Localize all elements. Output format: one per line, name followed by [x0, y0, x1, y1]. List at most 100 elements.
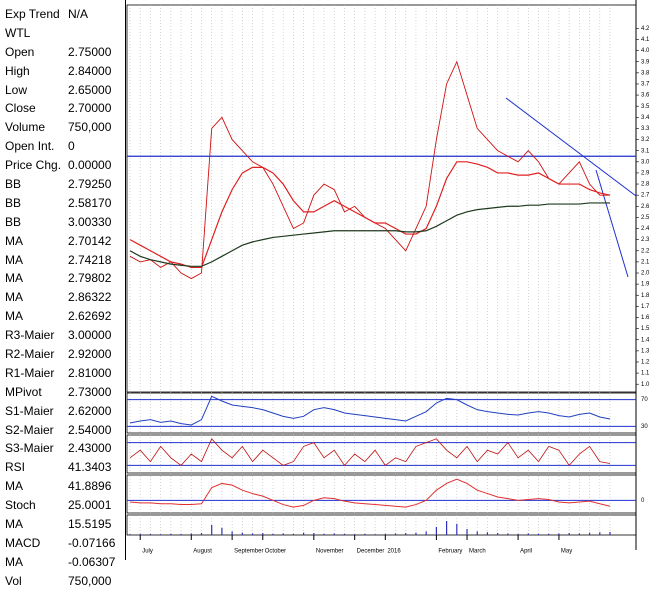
y-tick-label: 3.0 — [641, 159, 650, 165]
y-tick-label: 3.3 — [641, 126, 650, 132]
info-row: Vol 750,000 — [0, 572, 125, 591]
info-label: S3-Maier — [5, 441, 54, 456]
price-line — [129, 161, 611, 269]
info-value: -0.06307 — [68, 554, 116, 569]
panel-frame — [126, 392, 637, 434]
y-tick-label: 3.2 — [641, 137, 650, 143]
y-tick-label: 1.3 — [641, 348, 650, 354]
volume-bar — [292, 533, 295, 535]
info-label: Open — [5, 44, 35, 59]
info-value: 15.5195 — [68, 517, 112, 532]
y-tick-label: 4.0 — [641, 48, 650, 54]
info-row: BB 2.79250 — [0, 175, 125, 194]
info-row: Close 2.70000 — [0, 99, 125, 118]
y-tick-label: 2.0 — [641, 271, 650, 277]
y-tick-label: 2.7 — [641, 193, 650, 199]
volume-bar — [425, 531, 427, 535]
info-row: Stoch 25.0001 — [0, 496, 125, 515]
info-value: 2.74218 — [68, 252, 112, 267]
info-row: MA 2.86322 — [0, 288, 125, 307]
info-row: Volume 750,000 — [0, 118, 125, 137]
volume-bar — [415, 532, 417, 535]
x-tick-label: December — [357, 549, 385, 555]
info-value: 2.92000 — [68, 347, 112, 362]
info-row: S1-Maier 2.62000 — [0, 402, 125, 421]
info-row: MA 2.70142 — [0, 232, 125, 251]
macd-line — [129, 478, 611, 508]
info-row: Open 2.75000 — [0, 43, 125, 62]
volume-bar — [558, 533, 560, 535]
info-label: R3-Maier — [5, 328, 55, 343]
x-tick-label: September — [234, 549, 263, 555]
volume-bar — [160, 534, 162, 535]
y-tick-label: 1.7 — [641, 304, 650, 310]
y-tick-label: 1.1 — [641, 371, 650, 377]
y-tick-label: 3.8 — [641, 70, 650, 76]
info-row: BB 2.58170 — [0, 194, 125, 213]
volume-bar — [537, 533, 540, 535]
info-value: 2.79802 — [68, 271, 112, 286]
info-label: WTL — [5, 25, 31, 40]
info-row: R2-Maier 2.92000 — [0, 345, 125, 364]
y-tick-label: 1.2 — [641, 360, 650, 366]
x-tick-label: February — [438, 549, 462, 555]
info-value: 0 — [68, 139, 75, 154]
y-tick-label: 2.3 — [641, 237, 650, 243]
info-label: S2-Maier — [5, 422, 54, 437]
info-label: Close — [5, 101, 36, 116]
info-label: Vol — [5, 573, 22, 588]
volume-bar — [282, 533, 284, 535]
info-row: S3-Maier 2.43000 — [0, 439, 125, 458]
info-row: MA 2.62692 — [0, 307, 125, 326]
info-value: 2.79250 — [68, 177, 112, 192]
volume-bar — [527, 533, 529, 535]
volume-bar — [129, 534, 131, 535]
x-tick-label: March — [469, 549, 486, 555]
info-value: 2.54000 — [68, 422, 112, 437]
info-label: Price Chg. — [5, 158, 62, 173]
y-tick-label: 2.9 — [641, 171, 650, 177]
info-label: BB — [5, 195, 22, 210]
volume-bar — [609, 532, 611, 535]
info-label: MA — [5, 252, 23, 267]
info-label: BB — [5, 214, 22, 229]
info-value: 0.00000 — [68, 158, 112, 173]
price-line — [129, 202, 610, 267]
y-tick-label: 0 — [641, 498, 645, 504]
y-tick-label: 2.2 — [641, 248, 650, 254]
volume-bar — [180, 534, 182, 535]
y-tick-label: 3.6 — [641, 93, 650, 99]
info-value: -0.07166 — [68, 535, 116, 550]
info-value: 750,000 — [68, 120, 112, 135]
volume-bar — [313, 533, 315, 535]
y-tick-label: 1.8 — [641, 293, 650, 299]
info-value: 2.70142 — [68, 233, 112, 248]
info-value: 3.00330 — [68, 214, 112, 229]
info-label: MA — [5, 233, 23, 248]
info-label: MPivot — [5, 384, 42, 399]
y-tick-label: 3.5 — [641, 104, 650, 110]
info-row: WTL — [0, 24, 125, 43]
y-tick-label: 2.6 — [641, 204, 650, 210]
panel-frame — [126, 434, 637, 474]
info-row: BB 3.00330 — [0, 213, 125, 232]
rsi-line — [129, 395, 611, 426]
info-label: Open Int. — [5, 139, 55, 154]
volume-bar — [251, 533, 254, 535]
info-label: Stoch — [5, 498, 36, 513]
info-row: RSI 41.3403 — [0, 458, 125, 477]
volume-bar — [435, 527, 437, 535]
volume-bar — [231, 531, 233, 535]
y-tick-label: 70 — [641, 397, 648, 403]
info-row: Exp Trend N/A — [0, 5, 125, 24]
y-tick-label: 1.5 — [641, 326, 650, 332]
info-row: Price Chg. 0.00000 — [0, 156, 125, 175]
y-tick-label: 1.0 — [641, 382, 650, 388]
volume-bar — [588, 532, 591, 535]
volume-bar — [456, 523, 458, 535]
info-value: 2.62692 — [68, 309, 112, 324]
info-row: R1-Maier 2.81000 — [0, 364, 125, 383]
info-value: 2.84000 — [68, 63, 112, 78]
volume-bar — [364, 533, 366, 535]
volume-bar — [343, 533, 346, 535]
